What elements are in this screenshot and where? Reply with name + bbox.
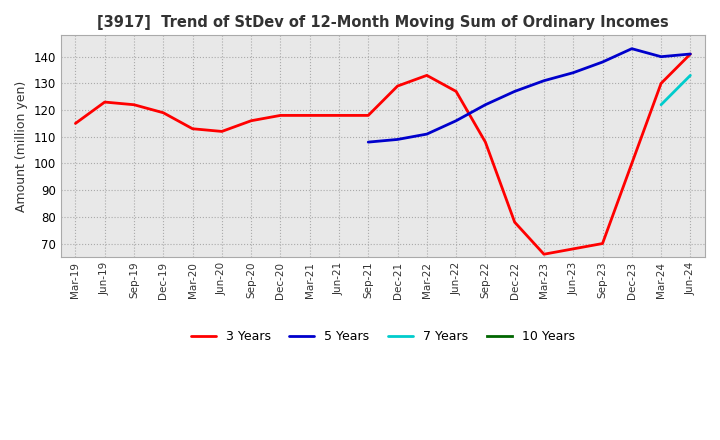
3 Years — [481, 139, 490, 145]
Legend: 3 Years, 5 Years, 7 Years, 10 Years: 3 Years, 5 Years, 7 Years, 10 Years — [186, 325, 580, 348]
3 Years — [305, 113, 314, 118]
3 Years — [539, 252, 548, 257]
3 Years — [247, 118, 256, 123]
3 Years — [276, 113, 284, 118]
3 Years — [423, 73, 431, 78]
Y-axis label: Amount (million yen): Amount (million yen) — [15, 81, 28, 212]
5 Years — [598, 59, 607, 65]
5 Years — [510, 89, 519, 94]
5 Years — [364, 139, 372, 145]
3 Years — [100, 99, 109, 105]
5 Years — [393, 137, 402, 142]
3 Years — [627, 161, 636, 166]
3 Years — [217, 129, 226, 134]
Line: 7 Years: 7 Years — [661, 75, 690, 105]
Title: [3917]  Trend of StDev of 12-Month Moving Sum of Ordinary Incomes: [3917] Trend of StDev of 12-Month Moving… — [97, 15, 669, 30]
5 Years — [423, 132, 431, 137]
5 Years — [481, 102, 490, 107]
3 Years — [598, 241, 607, 246]
3 Years — [451, 89, 460, 94]
3 Years — [657, 81, 665, 86]
3 Years — [510, 220, 519, 225]
3 Years — [364, 113, 372, 118]
5 Years — [686, 51, 695, 57]
5 Years — [539, 78, 548, 83]
7 Years — [657, 102, 665, 107]
3 Years — [335, 113, 343, 118]
5 Years — [451, 118, 460, 123]
3 Years — [130, 102, 138, 107]
5 Years — [569, 70, 577, 75]
3 Years — [188, 126, 197, 132]
3 Years — [686, 51, 695, 57]
Line: 3 Years: 3 Years — [76, 54, 690, 254]
5 Years — [627, 46, 636, 51]
3 Years — [569, 246, 577, 252]
7 Years — [686, 73, 695, 78]
5 Years — [657, 54, 665, 59]
Line: 5 Years: 5 Years — [368, 49, 690, 142]
3 Years — [393, 84, 402, 89]
3 Years — [71, 121, 80, 126]
3 Years — [159, 110, 168, 115]
